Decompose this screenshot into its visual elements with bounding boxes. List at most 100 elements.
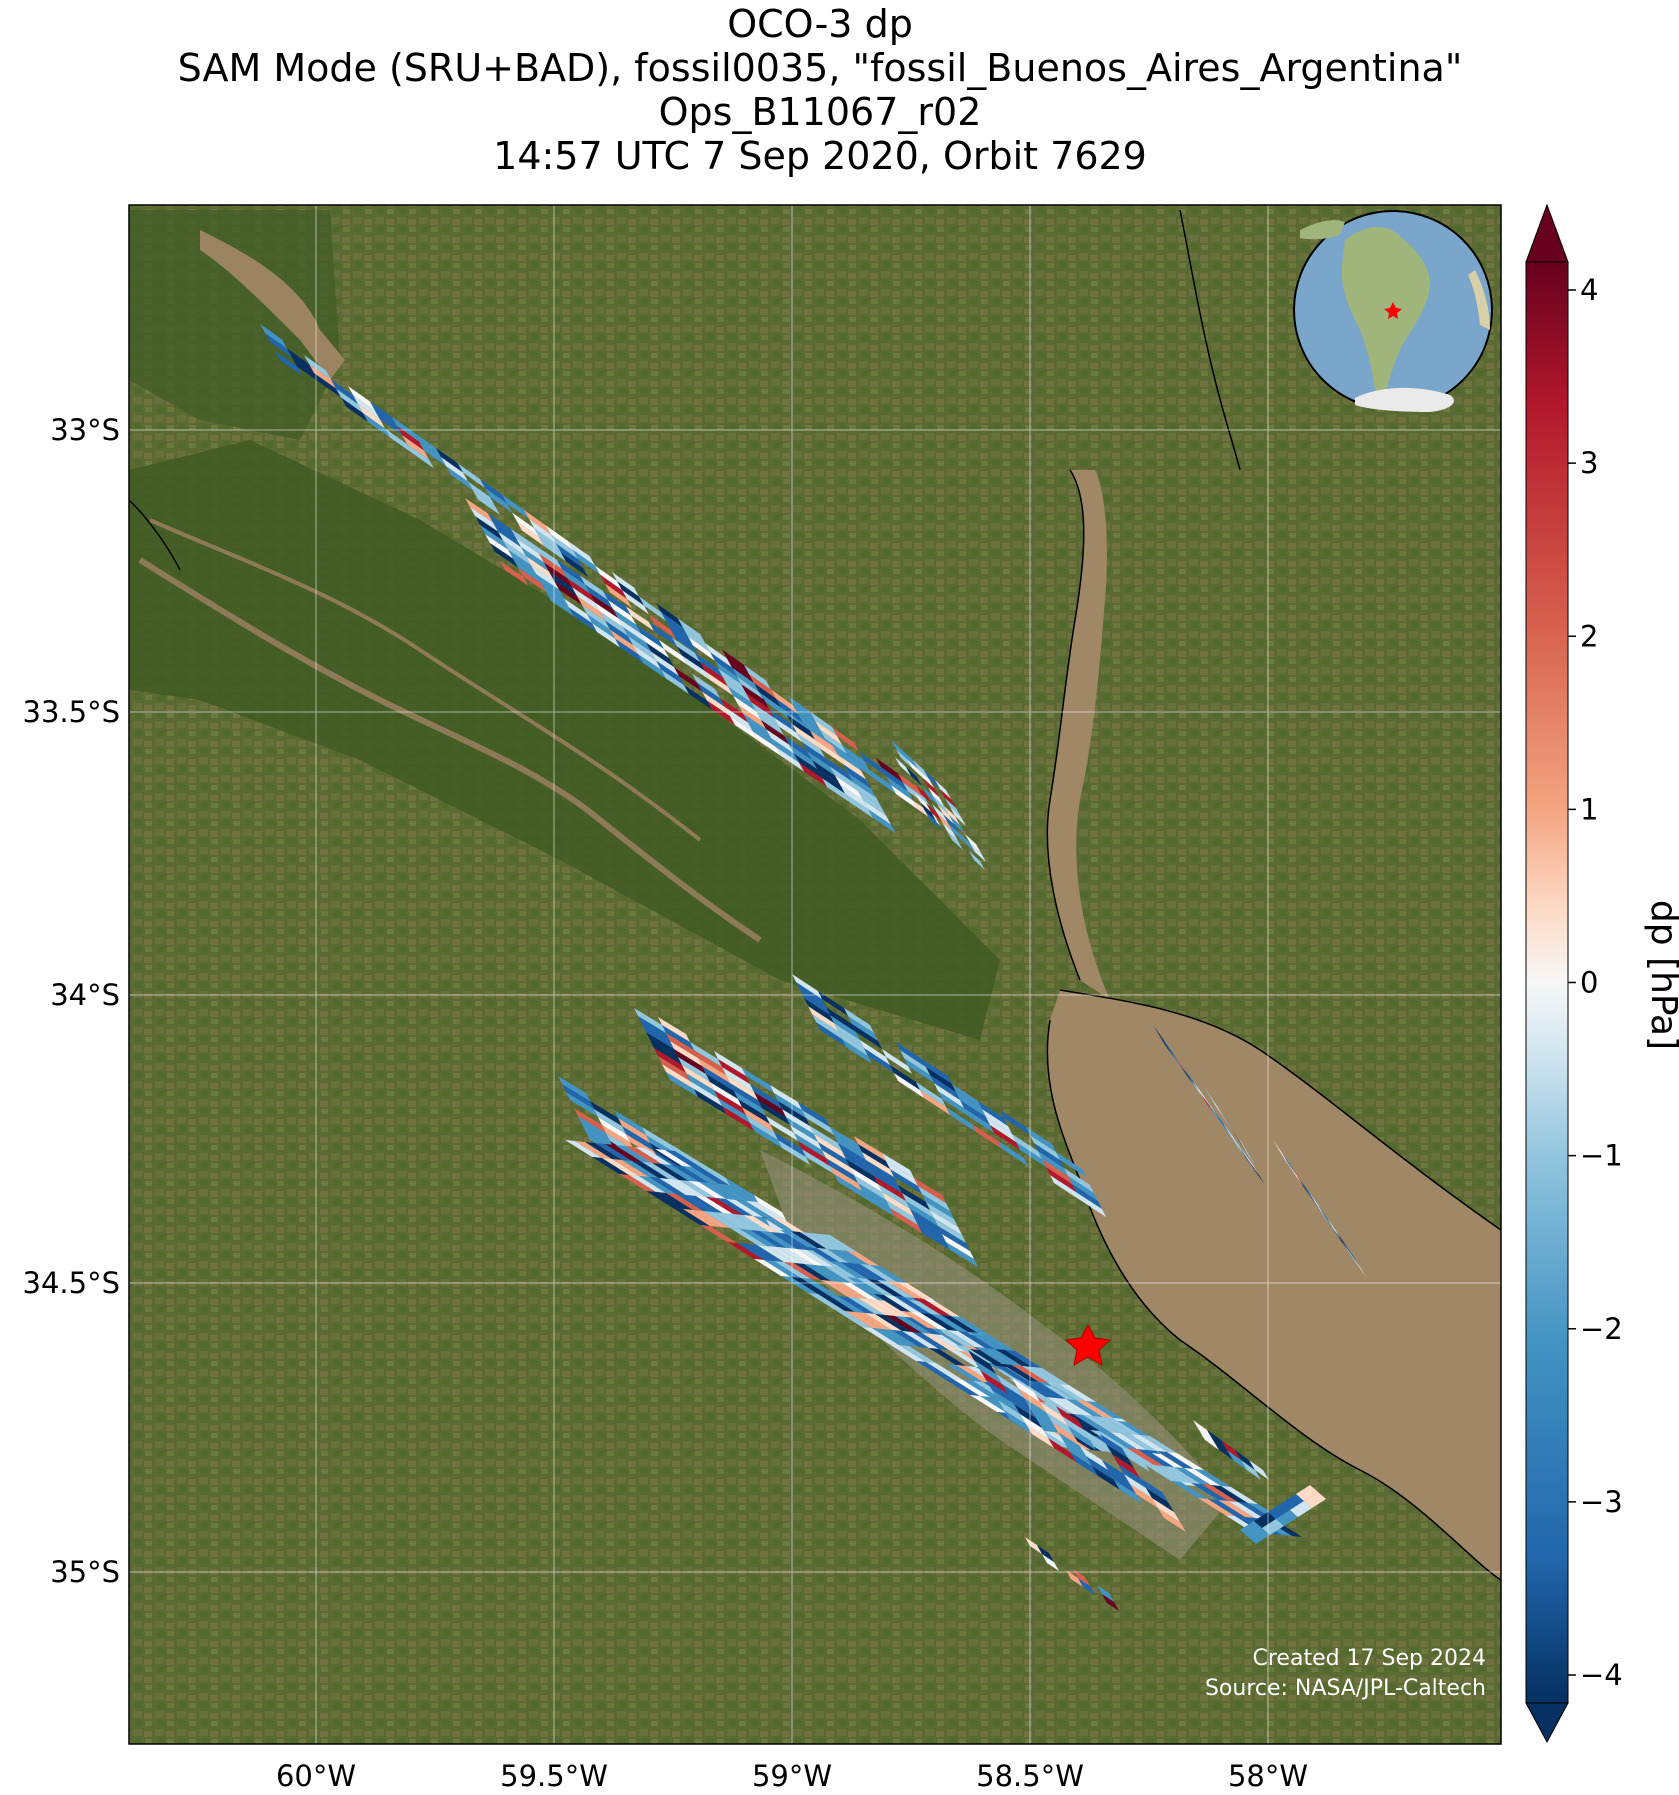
- sounding-footprint: [1324, 1215, 1339, 1238]
- sounding-footprint: [855, 1312, 892, 1330]
- sounding-footprint: [808, 1006, 838, 1031]
- sounding-footprint: [892, 1330, 929, 1348]
- sounding-footprint: [719, 1184, 756, 1202]
- sounding-footprint: [1030, 1408, 1058, 1432]
- sounding-footprint: [945, 798, 961, 817]
- sounding-footprint: [654, 1048, 686, 1073]
- sounding-footprint: [1018, 1388, 1046, 1412]
- sounding-footprint: [582, 1124, 614, 1149]
- sounding-footprint: [385, 428, 412, 453]
- sounding-footprint: [709, 1183, 746, 1201]
- sounding-footprint: [838, 1031, 868, 1056]
- sounding-footprint: [766, 729, 794, 754]
- sounding-footprint: [1042, 1159, 1072, 1184]
- sounding-footprint: [947, 831, 963, 850]
- sounding-footprint: [671, 630, 698, 655]
- sounding-footprint: [512, 512, 539, 537]
- sounding-footprint: [906, 767, 922, 786]
- sounding-footprint: [940, 789, 956, 808]
- sounding-footprint: [965, 834, 981, 853]
- sounding-footprint: [1043, 1385, 1080, 1403]
- sounding-footprint: [585, 1142, 622, 1160]
- sounding-footprint: [946, 1242, 978, 1267]
- sounding-footprint: [905, 1317, 942, 1335]
- sounding-footprint: [638, 654, 666, 679]
- sounding-footprint: [1059, 1384, 1096, 1402]
- sounding-footprint: [1030, 1135, 1060, 1160]
- sounding-footprint: [975, 1347, 1012, 1365]
- sounding-footprint: [683, 627, 710, 652]
- sounding-footprint: [896, 1042, 926, 1067]
- x-tick-59w: 59°W: [752, 1759, 832, 1793]
- sounding-footprint: [676, 1194, 713, 1212]
- sounding-footprint: [603, 591, 631, 616]
- sounding-footprint: [1282, 1153, 1297, 1176]
- globe-inset: [1293, 210, 1493, 412]
- sounding-footprint: [995, 1349, 1032, 1367]
- sounding-footprint: [1336, 1231, 1351, 1254]
- sounding-footprint: [833, 746, 861, 771]
- sounding-footprint: [490, 543, 518, 568]
- sounding-footprint: [753, 731, 781, 756]
- sounding-footprint: [1309, 1192, 1324, 1215]
- y-tick-34-5s: 34.5°S: [23, 1266, 120, 1300]
- sounding-footprint: [834, 1174, 866, 1199]
- sounding-footprint: [615, 1145, 652, 1163]
- sounding-footprint: [858, 791, 886, 816]
- sounding-footprint: [546, 592, 574, 617]
- sounding-footprint: [970, 1395, 1007, 1413]
- sounding-footprint: [733, 695, 761, 720]
- sounding-footprint: [1008, 1394, 1036, 1418]
- sounding-footprint: [890, 1169, 922, 1194]
- sounding-footprint: [1203, 1085, 1217, 1107]
- sounding-footprint: [759, 692, 786, 717]
- sounding-footprint: [763, 1217, 800, 1235]
- sounding-footprint: [866, 1160, 898, 1185]
- sounding-footprint: [573, 550, 600, 575]
- sounding-footprint: [728, 686, 756, 711]
- sounding-footprint: [868, 1299, 905, 1317]
- sounding-footprint: [937, 813, 953, 832]
- sounding-footprint: [1034, 1143, 1064, 1168]
- sounding-footprint: [1151, 1453, 1188, 1471]
- sounding-footprint: [674, 667, 702, 692]
- sounding-footprint: [370, 401, 397, 426]
- sounding-footprint: [585, 584, 613, 609]
- sounding-footprint: [960, 1100, 990, 1125]
- sounding-footprint: [934, 1218, 966, 1243]
- sounding-footprint: [1046, 1167, 1076, 1192]
- sounding-footprint: [1223, 1123, 1239, 1147]
- sounding-footprint: [897, 1282, 934, 1300]
- sounding-footprint: [798, 1102, 830, 1127]
- sounding-footprint: [921, 1313, 958, 1331]
- sounding-footprint: [738, 1099, 770, 1124]
- sounding-footprint: [1002, 1384, 1030, 1408]
- sounding-footprint: [287, 348, 314, 373]
- sounding-footprint: [618, 618, 646, 643]
- sounding-footprint: [926, 1067, 956, 1092]
- sounding-footprint: [639, 1176, 676, 1194]
- sounding-footprint: [690, 1042, 722, 1067]
- sounding-footprint: [818, 991, 848, 1016]
- sounding-footprint: [968, 1332, 1005, 1350]
- sounding-footprint: [1296, 1485, 1318, 1501]
- sounding-footprint: [1194, 1469, 1231, 1487]
- colorbar-tick-label: 0: [1580, 966, 1598, 1000]
- sounding-footprint: [1174, 1467, 1211, 1485]
- sounding-footprint: [1167, 1452, 1204, 1470]
- sounding-footprint: [969, 1349, 1006, 1367]
- sounding-footprint: [798, 1141, 830, 1166]
- sounding-footprint: [1036, 1396, 1073, 1414]
- sounding-footprint: [566, 1092, 598, 1117]
- sounding-footprint: [770, 1085, 802, 1110]
- sounding-footprint: [1198, 1498, 1235, 1516]
- sounding-footprint: [901, 1311, 938, 1329]
- sounding-footprint: [1118, 1464, 1146, 1488]
- sounding-footprint: [1073, 1569, 1090, 1586]
- sounding-footprint: [656, 1192, 693, 1210]
- sounding-footprint: [992, 1390, 1020, 1414]
- sounding-footprint: [840, 1262, 877, 1280]
- sounding-footprint: [683, 1209, 720, 1227]
- sounding-footprint: [1183, 1067, 1199, 1091]
- sounding-footprint: [652, 1163, 689, 1181]
